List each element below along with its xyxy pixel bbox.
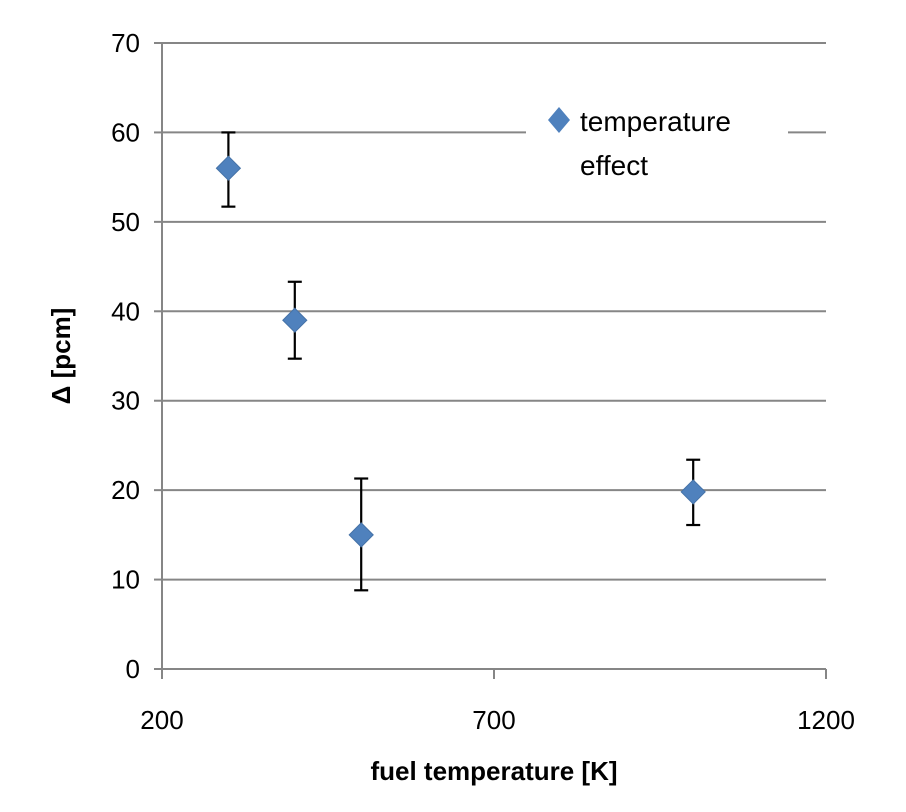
data-point-1 bbox=[215, 155, 242, 181]
y-tick-label-30: 30 bbox=[111, 386, 140, 416]
y-axis-title: Δ [pcm] bbox=[46, 308, 76, 405]
legend-background bbox=[526, 100, 788, 192]
data-point-4 bbox=[680, 479, 706, 505]
y-tick-label-20: 20 bbox=[111, 475, 140, 505]
x-tick-label-700: 700 bbox=[472, 705, 515, 735]
x-tick-label-200: 200 bbox=[140, 705, 183, 735]
x-tick-label-1200: 1200 bbox=[797, 705, 855, 735]
data-point-2 bbox=[282, 307, 308, 333]
y-tick-label-50: 50 bbox=[111, 207, 140, 237]
data-point-3 bbox=[348, 522, 374, 548]
legend-label-line-2: effect bbox=[580, 150, 648, 181]
axes bbox=[154, 42, 827, 679]
y-tick-label-0: 0 bbox=[126, 654, 140, 684]
legend-marker-diamond-icon bbox=[548, 107, 570, 133]
x-axis-title: fuel temperature [K] bbox=[370, 756, 617, 786]
gridlines bbox=[162, 42, 826, 581]
error-bars bbox=[221, 131, 701, 592]
x-tick-labels: 200 700 1200 bbox=[140, 705, 855, 735]
y-tick-labels: 0 10 20 30 40 50 60 70 bbox=[111, 28, 140, 684]
y-tick-label-10: 10 bbox=[111, 565, 140, 595]
y-tick-label-40: 40 bbox=[111, 296, 140, 326]
y-tick-label-70: 70 bbox=[111, 28, 140, 58]
data-points bbox=[215, 155, 706, 548]
y-tick-label-60: 60 bbox=[111, 117, 140, 147]
legend-label-line-1: temperature bbox=[580, 106, 731, 137]
legend: temperature effect bbox=[526, 100, 788, 192]
